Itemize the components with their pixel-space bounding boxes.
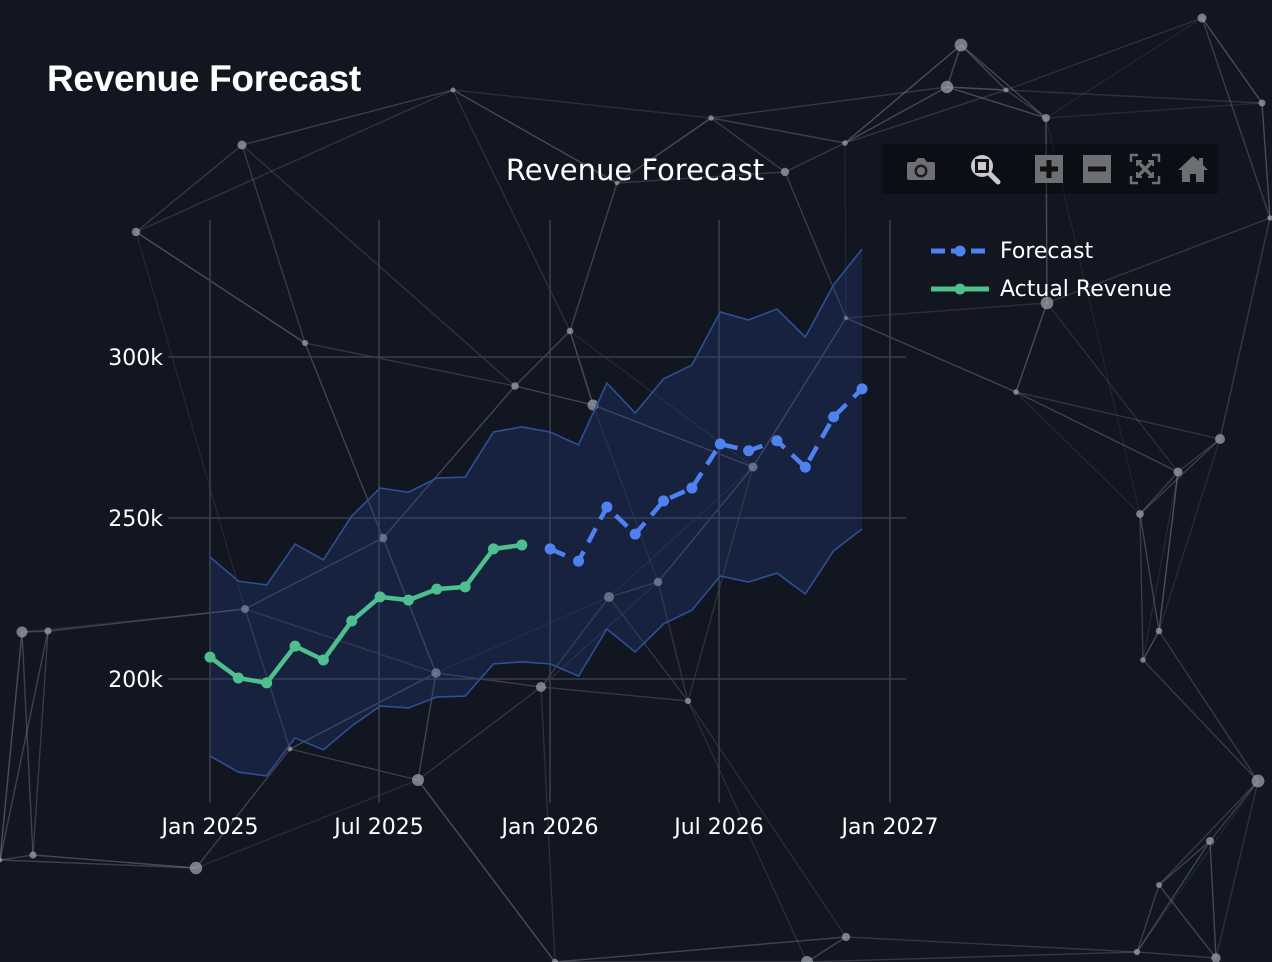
legend-item-forecast[interactable]: Forecast [930,232,1172,270]
page-title: Revenue Forecast [47,58,361,99]
svg-text:Jan 2027: Jan 2027 [840,815,939,840]
zoom-in-icon [1035,155,1063,183]
forecast-line-icon [931,245,989,257]
autoscale-button[interactable] [1128,152,1162,186]
grid-lines [168,220,906,803]
home-icon [1178,156,1208,182]
svg-text:Jul 2025: Jul 2025 [332,815,424,840]
svg-text:Jul 2026: Jul 2026 [672,815,764,840]
camera-icon [907,158,935,180]
svg-text:Jan 2026: Jan 2026 [500,815,599,840]
legend-label-actual-revenue: Actual Revenue [1000,276,1172,302]
reset-axes-button[interactable] [1176,152,1210,186]
chart-legend: Forecast Actual Revenue [930,232,1172,308]
zoom-in-button[interactable] [1032,152,1066,186]
svg-text:250k: 250k [108,507,163,532]
axes-labels: 300k 250k 200k Jan 2025 Jul 2025 Jan 2026 Jul … [108,346,938,840]
zoom-button[interactable] [968,152,1002,186]
legend-label-forecast: Forecast [1000,238,1094,264]
svg-text:300k: 300k [108,346,163,371]
legend-item-actual-revenue[interactable]: Actual Revenue [930,270,1172,308]
camera-button[interactable] [904,152,938,186]
svg-text:200k: 200k [108,668,163,693]
zoom-icon [971,155,1001,185]
plot-modebar [882,144,1218,194]
zoom-out-button[interactable] [1080,152,1114,186]
confidence-band [209,248,863,777]
autoscale-icon [1129,153,1161,185]
series-lines [204,383,868,689]
svg-text:Jan 2025: Jan 2025 [160,815,259,840]
chart-title: Revenue Forecast [506,153,764,187]
zoom-out-icon [1083,155,1111,183]
actual-line-icon [931,283,989,295]
